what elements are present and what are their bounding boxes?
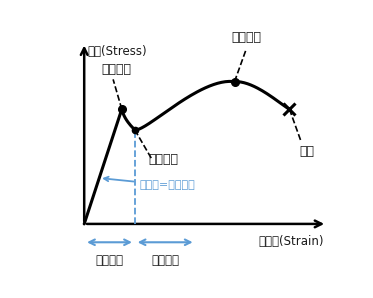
Text: 上향복점: 上향복점 — [101, 63, 131, 76]
Text: 변형율(Strain): 변형율(Strain) — [258, 235, 324, 249]
Text: 응력(Stress): 응력(Stress) — [87, 45, 147, 58]
Text: 下향복점: 下향복점 — [149, 153, 179, 166]
Text: 기울기=탄성계수: 기울기=탄성계수 — [104, 177, 195, 190]
Text: 탄성범위: 탄성범위 — [95, 254, 123, 267]
Text: 파단: 파단 — [299, 145, 314, 158]
Text: 소성범위: 소성범위 — [151, 254, 179, 267]
Text: 인장강도: 인장강도 — [231, 31, 261, 44]
